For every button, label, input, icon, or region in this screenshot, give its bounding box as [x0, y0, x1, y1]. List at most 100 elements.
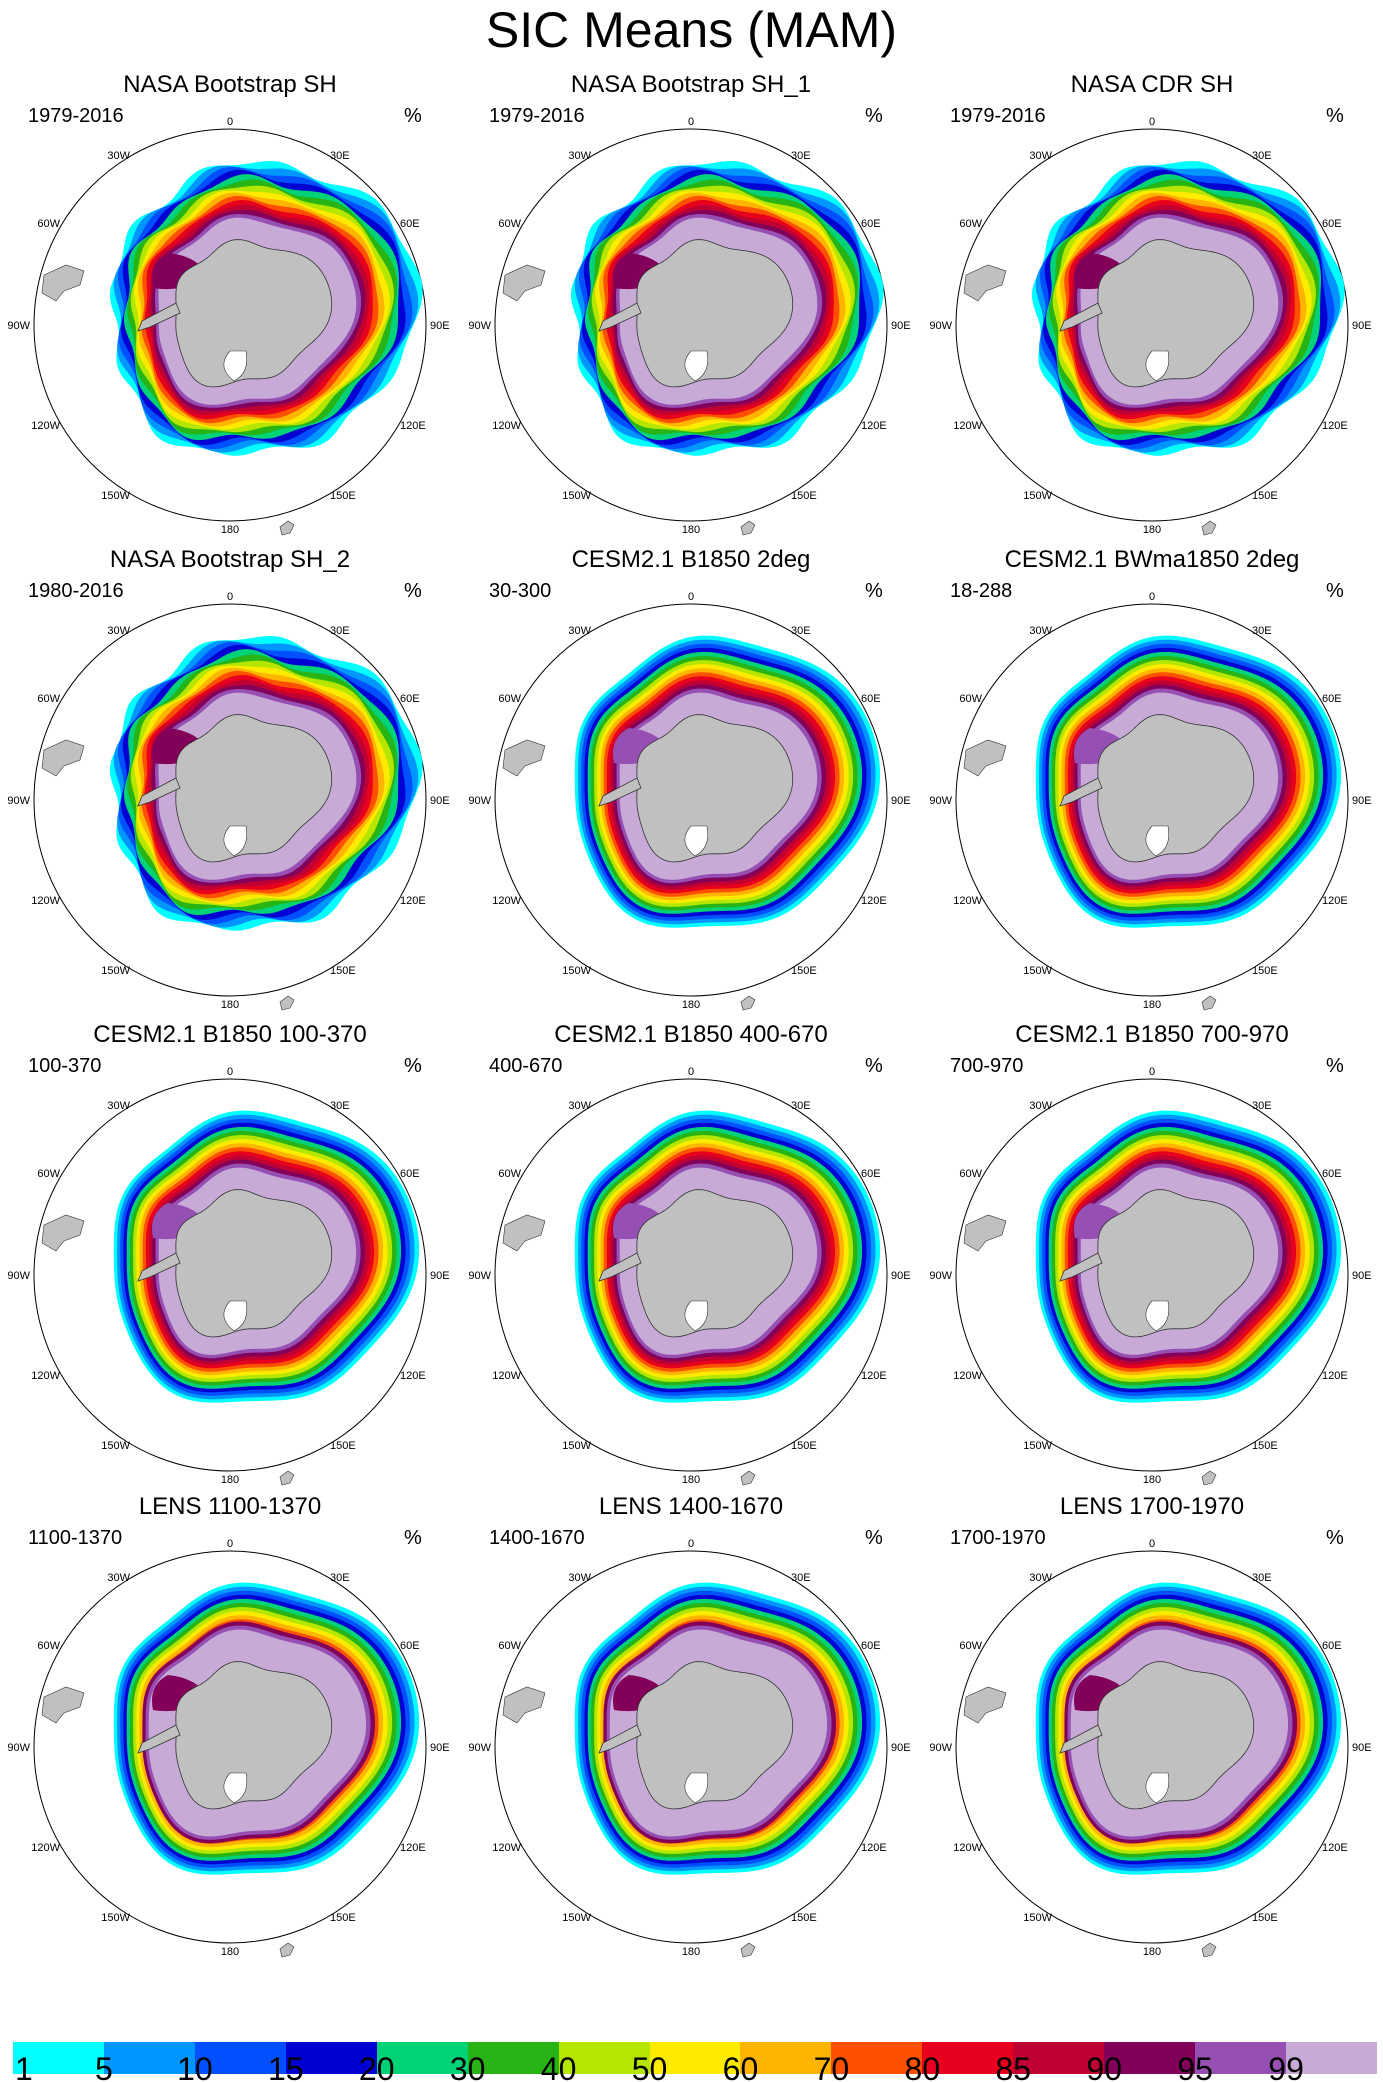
- longitude-label-l5: 150W: [101, 1440, 130, 1452]
- longitude-label-r3: 90E: [430, 1270, 450, 1282]
- panel-unit: %: [404, 105, 422, 127]
- south-america-tip: [963, 1686, 1007, 1724]
- panel-unit: %: [865, 1055, 883, 1077]
- ross-ice-shelf: [684, 350, 709, 382]
- longitude-label-r1: 30E: [1252, 150, 1272, 162]
- longitude-label-r4: 120E: [400, 895, 426, 907]
- longitude-label-top: 0: [227, 1066, 233, 1078]
- antarctic-peninsula: [1059, 777, 1103, 807]
- longitude-label-l3: 90W: [468, 1270, 491, 1282]
- antarctic-peninsula: [137, 302, 181, 332]
- new-zealand-islands: [740, 995, 756, 1011]
- antarctic-peninsula: [598, 1252, 642, 1282]
- longitude-label-top: 0: [1149, 116, 1155, 128]
- longitude-label-r3: 90E: [891, 1270, 911, 1282]
- ross-ice-shelf: [1145, 350, 1170, 382]
- longitude-label-top: 0: [1149, 1066, 1155, 1078]
- map-panel-9: CESM2.1 B1850 700-970 700-970 % 0 180 30W 3…: [922, 1020, 1382, 1490]
- longitude-label-r1: 30E: [330, 150, 350, 162]
- longitude-label-r1: 30E: [1252, 1572, 1272, 1584]
- ross-ice-shelf: [684, 825, 709, 857]
- longitude-label-l5: 150W: [1023, 1440, 1052, 1452]
- panel-years: 1700-1970: [950, 1527, 1046, 1549]
- longitude-label-l3: 90W: [7, 1742, 30, 1754]
- longitude-label-r4: 120E: [1322, 895, 1348, 907]
- longitude-label-r1: 30E: [330, 1572, 350, 1584]
- longitude-label-l5: 150W: [562, 1912, 591, 1924]
- colorbar-box: [1013, 2042, 1105, 2074]
- south-america-tip: [502, 264, 546, 302]
- map-content: [574, 635, 881, 928]
- map-panel-10: LENS 1100-1370 1100-1370 % 0 180 30W 30E 60W…: [0, 1492, 460, 1962]
- longitude-label-r5: 150E: [1252, 1912, 1278, 1924]
- new-zealand-islands: [740, 520, 756, 536]
- longitude-label-bottom: 180: [1143, 524, 1161, 536]
- panel-years: 1979-2016: [950, 105, 1046, 127]
- antarctic-peninsula: [1059, 302, 1103, 332]
- south-america-tip: [41, 739, 85, 777]
- map-content: [574, 1110, 881, 1403]
- longitude-label-r2: 60E: [1322, 218, 1342, 230]
- longitude-label-r4: 120E: [861, 1842, 887, 1854]
- ross-ice-shelf: [223, 1300, 248, 1332]
- longitude-label-r1: 30E: [791, 150, 811, 162]
- longitude-label-top: 0: [688, 1066, 694, 1078]
- map-content: [1035, 1110, 1342, 1403]
- colorbar-box: [194, 2042, 287, 2074]
- longitude-label-top: 0: [688, 591, 694, 603]
- longitude-label-l1: 30W: [568, 1572, 591, 1584]
- colorbar-box: [1286, 2042, 1378, 2074]
- longitude-label-r5: 150E: [1252, 1440, 1278, 1452]
- longitude-label-r2: 60E: [861, 218, 881, 230]
- longitude-label-r5: 150E: [330, 965, 356, 977]
- longitude-label-r4: 120E: [400, 1842, 426, 1854]
- panel-years: 100-370: [28, 1055, 102, 1077]
- new-zealand-islands: [279, 995, 295, 1011]
- longitude-label-l5: 150W: [1023, 490, 1052, 502]
- map-panel-1: NASA Bootstrap SH 1979-2016 % 0 180 30W 30E…: [0, 70, 460, 540]
- new-zealand-islands: [279, 520, 295, 536]
- longitude-label-top: 0: [227, 1538, 233, 1550]
- map-panel-6: CESM2.1 BWma1850 2deg 18-288 % 0 180 30W 30…: [922, 545, 1382, 1015]
- antarctic-peninsula: [598, 1724, 642, 1754]
- longitude-label-l2: 60W: [959, 1640, 982, 1652]
- longitude-label-bottom: 180: [1143, 1946, 1161, 1958]
- longitude-label-l4: 120W: [31, 895, 60, 907]
- panel-years: 1100-1370: [28, 1527, 123, 1549]
- longitude-label-r3: 90E: [430, 320, 450, 332]
- south-america-tip: [41, 264, 85, 302]
- longitude-label-r1: 30E: [330, 625, 350, 637]
- polar-map: 0 180 30W 30E 60W 60E 90W 90E 120W 120E 150W 150E: [468, 1066, 911, 1486]
- longitude-label-l5: 150W: [1023, 965, 1052, 977]
- longitude-label-l5: 150W: [562, 965, 591, 977]
- longitude-label-bottom: 180: [682, 1946, 700, 1958]
- polar-map: 0 180 30W 30E 60W 60E 90W 90E 120W 120E 150W 150E: [468, 1538, 910, 1958]
- longitude-label-l4: 120W: [953, 420, 982, 432]
- longitude-label-l3: 90W: [929, 795, 952, 807]
- longitude-label-l2: 60W: [959, 1168, 982, 1180]
- polar-map: 0 180 30W 30E 60W 60E 90W 90E 120W 120E 150W 150E: [468, 116, 910, 536]
- map-content: [109, 161, 423, 456]
- panel-title: NASA Bootstrap SH_2: [109, 546, 351, 573]
- panel-title: LENS 1100-1370: [138, 1493, 322, 1520]
- panel-title: LENS 1700-1970: [1059, 1493, 1245, 1520]
- longitude-label-bottom: 180: [682, 1474, 700, 1486]
- south-america-tip: [502, 1214, 546, 1252]
- longitude-label-r3: 90E: [430, 1742, 450, 1754]
- map-panel-4: NASA Bootstrap SH_2 1980-2016 % 0 180 30W 3…: [0, 545, 460, 1015]
- longitude-label-l1: 30W: [107, 1572, 130, 1584]
- longitude-label-r2: 60E: [861, 693, 881, 705]
- panel-unit: %: [1326, 1527, 1344, 1549]
- longitude-label-r5: 150E: [330, 1912, 356, 1924]
- longitude-label-r2: 60E: [861, 1640, 881, 1652]
- ross-ice-shelf: [223, 350, 248, 382]
- longitude-label-r2: 60E: [861, 1168, 881, 1180]
- map-panel-11: LENS 1400-1670 1400-1670 % 0 180 30W 30E 60W…: [461, 1492, 921, 1962]
- ross-ice-shelf: [223, 1772, 248, 1804]
- longitude-label-l1: 30W: [568, 625, 591, 637]
- longitude-label-bottom: 180: [682, 999, 700, 1011]
- panel-unit: %: [1326, 1055, 1344, 1077]
- new-zealand-islands: [1201, 1942, 1217, 1958]
- colorbar-box: [1104, 2042, 1196, 2074]
- ross-ice-shelf: [1145, 1300, 1170, 1332]
